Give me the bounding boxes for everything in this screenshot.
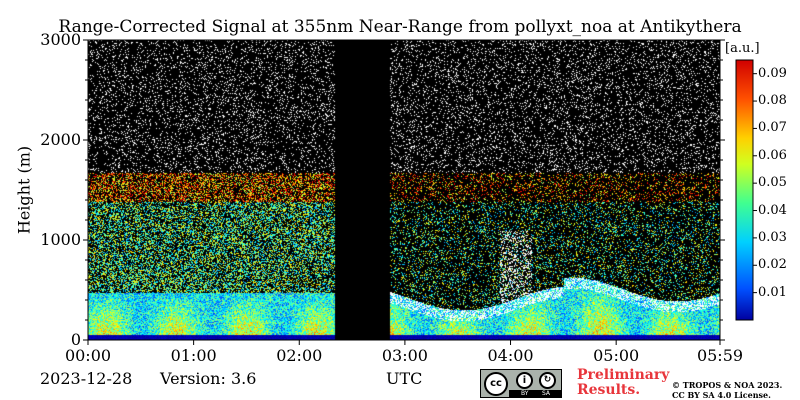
- signal-heatmap: [88, 40, 720, 340]
- colorbar-tick-label: 0.05: [758, 175, 787, 191]
- y-tick-label: 2000: [40, 130, 81, 149]
- cc-terms-strip: BY SA: [509, 390, 561, 397]
- colorbar: [735, 59, 754, 321]
- cc-sa-text: SA: [542, 390, 551, 397]
- x-axis-label: UTC: [386, 369, 423, 388]
- cc-license-badge[interactable]: cc i ↻ BY SA: [480, 369, 562, 398]
- y-tick-label: 1000: [40, 230, 81, 249]
- colorbar-tick-label: 0.08: [758, 93, 787, 109]
- y-tick-label: 0: [70, 330, 81, 349]
- y-tick-label: 3000: [40, 30, 81, 49]
- colorbar-tick-label: 0.02: [758, 257, 787, 273]
- x-tick-label: 05:00: [593, 346, 640, 365]
- x-tick-label: 00:00: [64, 346, 112, 365]
- x-tick-label: 02:00: [276, 346, 323, 365]
- chart-title: Range-Corrected Signal at 355nm Near-Ran…: [58, 17, 742, 37]
- colorbar-unit: [a.u.]: [725, 41, 760, 56]
- x-tick-label: 03:00: [381, 346, 428, 365]
- person-icon: i: [516, 372, 533, 389]
- copyright-line-1: © TROPOS & NOA 2023.: [672, 380, 783, 390]
- version-label: Version: 3.6: [160, 369, 257, 388]
- x-tick-label: 05:59: [696, 346, 744, 365]
- share-alike-icon: ↻: [539, 372, 556, 389]
- preliminary-line-2: Results.: [577, 382, 641, 398]
- colorbar-tick-label: 0.04: [758, 202, 787, 218]
- copyright-line-2: CC BY SA 4.0 License.: [672, 390, 771, 400]
- preliminary-results-note: Preliminary Results.: [577, 368, 669, 398]
- colorbar-tick-label: 0.09: [758, 65, 787, 81]
- preliminary-line-1: Preliminary: [577, 367, 670, 383]
- date-label: 2023-12-28: [40, 369, 133, 388]
- cc-by-text: BY: [521, 390, 529, 397]
- copyright-note: © TROPOS & NOA 2023. CC BY SA 4.0 Licens…: [672, 380, 782, 400]
- plot-frame: [87, 39, 721, 341]
- x-tick-label: 01:00: [170, 346, 217, 365]
- cc-icon: cc: [484, 372, 508, 396]
- colorbar-tick-label: 0.06: [758, 147, 787, 163]
- colorbar-tick-label: 0.07: [758, 120, 787, 136]
- colorbar-tick-label: 0.03: [758, 229, 787, 245]
- x-tick-label: 04:00: [487, 346, 534, 365]
- colorbar-tick-label: 0.01: [758, 284, 787, 300]
